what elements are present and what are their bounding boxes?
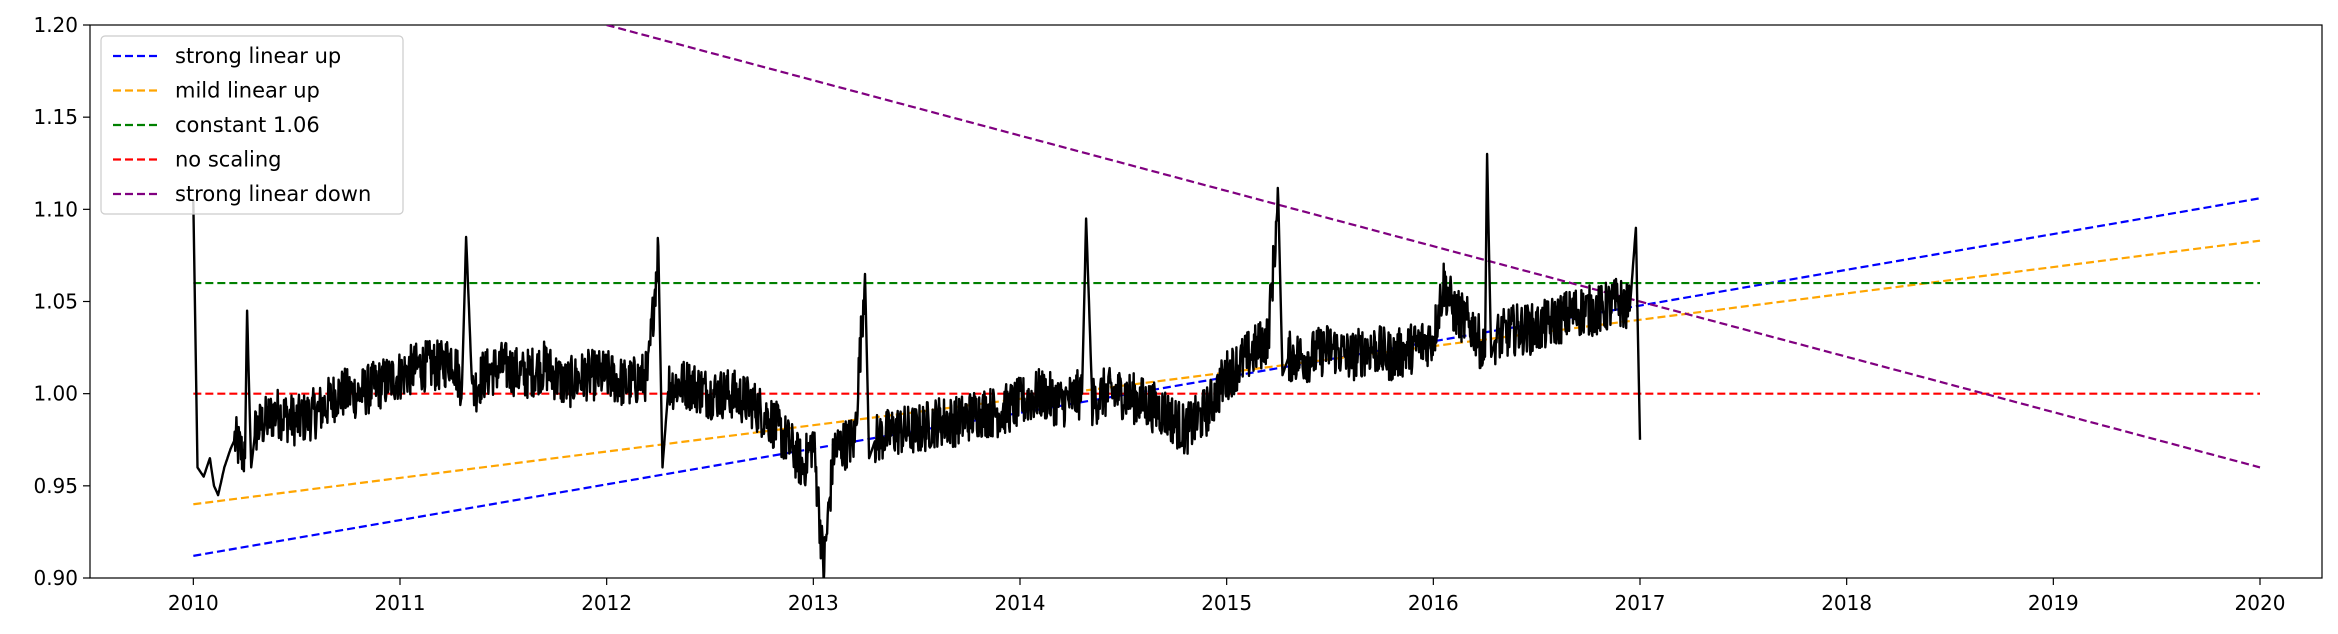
y-tick-label: 1.20 xyxy=(33,13,78,37)
plot-area: 2010 2011 2012 2013 2014 2015 2016 2017 2018 2019… xyxy=(33,13,2323,615)
legend-label: strong linear up xyxy=(175,44,341,68)
legend-label: constant 1.06 xyxy=(175,113,320,137)
observed-series-line xyxy=(192,152,1642,578)
x-tick-label: 2014 xyxy=(995,591,1046,615)
x-tick-label: 2016 xyxy=(1408,591,1459,615)
legend-label: mild linear up xyxy=(175,79,320,103)
x-tick-label: 2018 xyxy=(1821,591,1872,615)
y-tick-label: 0.95 xyxy=(33,474,78,498)
x-tick-label: 2015 xyxy=(1201,591,1252,615)
y-tick-label: 1.05 xyxy=(33,290,78,314)
legend-box xyxy=(100,35,404,215)
y-axis-ticks: 0.90 0.95 1.00 1.05 1.10 1.15 1.20 xyxy=(33,13,90,590)
y-tick-label: 1.10 xyxy=(33,197,78,221)
x-tick-label: 2019 xyxy=(2028,591,2079,615)
y-tick-label: 1.15 xyxy=(33,105,78,129)
x-tick-label: 2010 xyxy=(168,591,219,615)
x-tick-label: 2017 xyxy=(1615,591,1666,615)
x-tick-label: 2013 xyxy=(788,591,839,615)
x-tick-label: 2011 xyxy=(375,591,426,615)
x-axis-ticks: 2010 2011 2012 2013 2014 2015 2016 2017 2018 2019… xyxy=(168,578,2286,615)
reference-lines xyxy=(193,25,2261,557)
x-tick-label: 2012 xyxy=(581,591,632,615)
y-tick-label: 0.90 xyxy=(33,566,78,590)
legend: strong linear up mild linear up constant 1… xyxy=(100,35,404,215)
y-tick-label: 1.00 xyxy=(33,382,78,406)
series-line-strong-linear-down xyxy=(606,25,2261,469)
legend-label: no scaling xyxy=(175,148,282,172)
plot-frame xyxy=(89,24,2323,579)
x-tick-label: 2020 xyxy=(2235,591,2286,615)
legend-label: strong linear down xyxy=(175,182,371,206)
